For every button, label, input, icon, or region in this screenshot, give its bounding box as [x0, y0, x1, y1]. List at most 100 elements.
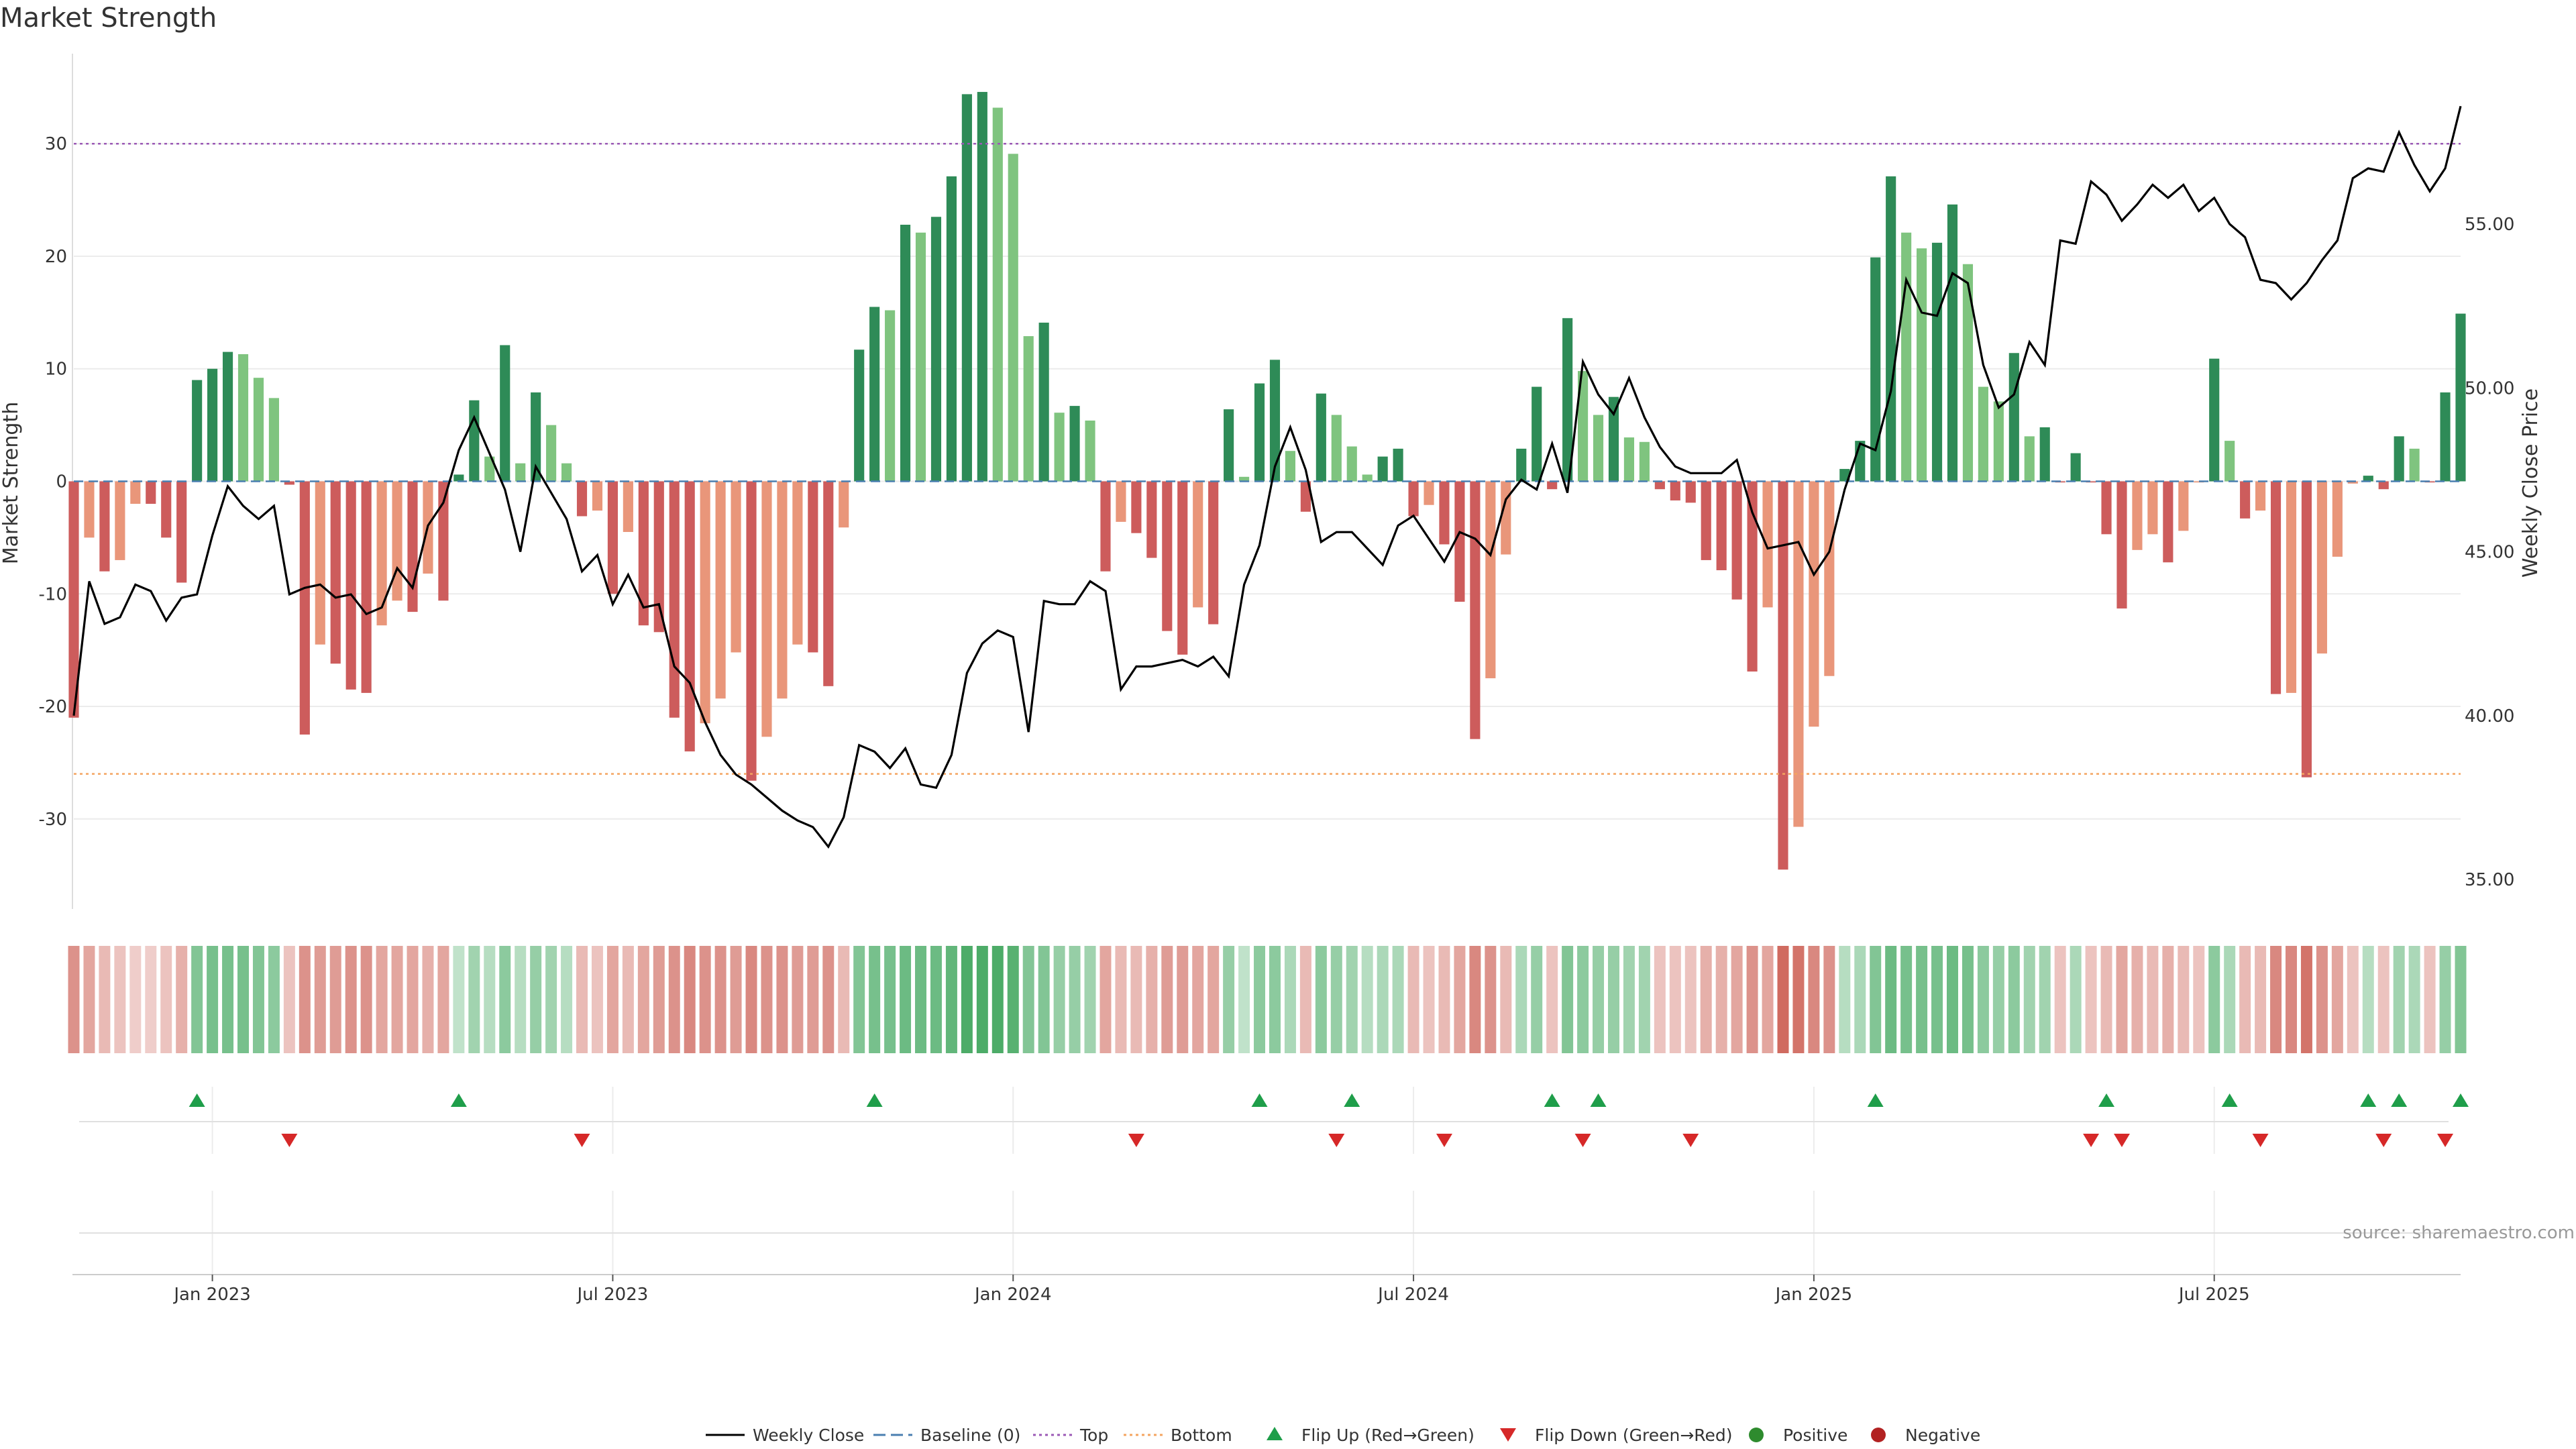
strength-bar: [2286, 481, 2297, 693]
strength-bar: [1008, 154, 1018, 482]
heat-cell: [1130, 946, 1142, 1053]
strength-bar: [731, 481, 741, 653]
strength-bar: [2455, 313, 2466, 482]
heat-cell: [1792, 946, 1805, 1053]
legend-label: Negative: [1905, 1426, 1980, 1445]
strength-bar: [561, 463, 572, 482]
right-tick-label: 45.00: [2465, 543, 2514, 563]
strength-bar: [361, 481, 372, 693]
flip-up-marker: [1251, 1093, 1268, 1107]
strength-bar: [653, 481, 664, 633]
legend-label: Weekly Close: [753, 1426, 864, 1445]
strength-bar: [1839, 469, 1850, 482]
heat-cell: [745, 946, 757, 1053]
heat-cell: [2147, 946, 2159, 1053]
heat-cell: [468, 946, 480, 1053]
strength-bar: [222, 352, 233, 482]
heat-cell: [1361, 946, 1373, 1053]
strength-bar: [115, 481, 125, 560]
heat-cell: [1515, 946, 1527, 1053]
flip-down-marker: [2437, 1134, 2454, 1147]
heat-cell: [1007, 946, 1019, 1053]
heat-cell: [1593, 946, 1605, 1053]
lower-panel: [72, 1191, 2461, 1275]
heat-cell: [792, 946, 804, 1053]
strength-bar: [1362, 474, 1373, 482]
heat-cell: [1377, 946, 1389, 1053]
heat-cell: [207, 946, 219, 1053]
x-tick-label: Jul 2025: [2178, 1285, 2250, 1305]
strength-bar: [2363, 476, 2373, 482]
heat-cell: [1823, 946, 1835, 1053]
flip-up-marker: [1590, 1093, 1607, 1107]
heat-cell: [1177, 946, 1189, 1053]
weekly-close-line: [72, 105, 2462, 849]
legend-label: Baseline (0): [920, 1426, 1020, 1445]
strength-bar: [146, 481, 156, 504]
heat-cell: [437, 946, 449, 1053]
strength-bar: [1516, 448, 1527, 482]
x-tick-label: Jan 2025: [1774, 1285, 1853, 1305]
heat-cell: [561, 946, 573, 1053]
heat-cell: [2023, 946, 2035, 1053]
flip-up-marker: [189, 1093, 205, 1107]
flip-down-marker: [1682, 1134, 1699, 1147]
strength-bar: [1716, 481, 1727, 571]
strength-bar: [84, 481, 95, 538]
strength-bar: [1562, 318, 1573, 482]
heat-cell: [699, 946, 711, 1053]
strength-bar: [2394, 436, 2404, 482]
x-tick-label: Jan 2023: [172, 1285, 251, 1305]
flip-up-marker: [2221, 1093, 2238, 1107]
strength-heatmap-strip: [68, 946, 2467, 1053]
heat-cell: [714, 946, 727, 1053]
strength-bar: [515, 463, 526, 482]
heat-cell: [976, 946, 988, 1053]
heat-cell: [1485, 946, 1497, 1053]
x-tick-label: Jul 2023: [576, 1285, 649, 1305]
heat-cell: [776, 946, 788, 1053]
flip-down-marker: [2113, 1134, 2130, 1147]
heat-cell: [283, 946, 295, 1053]
heat-cell: [1022, 946, 1034, 1053]
heat-cell: [1469, 946, 1481, 1053]
strength-bar: [1269, 360, 1281, 482]
strength-bar: [1747, 481, 1758, 672]
strength-bar: [1331, 415, 1342, 482]
heat-cell: [1084, 946, 1096, 1053]
heat-cell: [1977, 946, 1989, 1053]
heat-cell: [1330, 946, 1342, 1053]
strength-bar: [669, 481, 680, 718]
flip-up-marker: [2391, 1093, 2408, 1107]
heat-cell: [237, 946, 249, 1053]
strength-bar: [1408, 481, 1419, 517]
strength-bar: [2070, 453, 2081, 482]
heat-cell: [1146, 946, 1158, 1053]
strength-bar: [623, 481, 633, 532]
heat-cell: [1284, 946, 1296, 1053]
heat-cell: [2054, 946, 2066, 1053]
heat-cell: [145, 946, 157, 1053]
heat-cell: [1684, 946, 1697, 1053]
right-tick-label: 40.00: [2465, 706, 2514, 727]
legend-label: Top: [1079, 1426, 1108, 1445]
strength-bar: [1162, 481, 1173, 631]
heat-cell: [2455, 946, 2467, 1053]
strength-bar: [2194, 481, 2204, 483]
heat-cell: [2070, 946, 2082, 1053]
heat-cell: [1577, 946, 1589, 1053]
strength-bar: [1285, 451, 1296, 482]
heat-cell: [2116, 946, 2128, 1053]
legend-swatch-triangle-down: [1500, 1428, 1516, 1442]
heat-cell: [1299, 946, 1311, 1053]
strength-bar: [299, 481, 310, 735]
strength-bar: [1069, 406, 1080, 482]
strength-bar: [469, 400, 480, 482]
flip-up-marker: [1867, 1093, 1884, 1107]
heat-cell: [176, 946, 188, 1053]
flip-markers-panel: [79, 1087, 2469, 1154]
heat-cell: [1900, 946, 1913, 1053]
flip-down-marker: [574, 1134, 590, 1147]
heat-cell: [2362, 946, 2374, 1053]
